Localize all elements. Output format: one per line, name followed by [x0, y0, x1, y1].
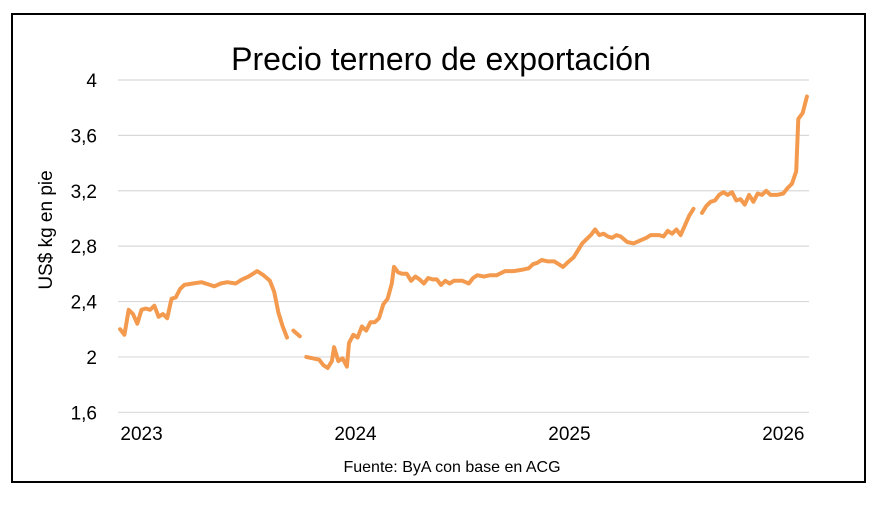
price-series: [118, 94, 809, 370]
y-tick-label: 1,6: [71, 403, 97, 424]
gridlines: [118, 79, 809, 413]
y-tick-label: 2,4: [71, 293, 98, 314]
y-axis-ticks: 1,6 2 2,4 2,8 3,2 3,6 4: [71, 71, 98, 424]
y-tick-label: 3,2: [71, 182, 97, 203]
y-axis-label: US$ kg en pie: [36, 170, 57, 289]
series-line-segment: [118, 269, 289, 340]
chart-title: Precio ternero de exportación: [231, 41, 651, 77]
x-tick-label: 2026: [762, 424, 804, 445]
x-tick-label: 2025: [548, 424, 590, 445]
y-tick-label: 2: [86, 348, 97, 369]
source-note: Fuente: ByA con base en ACG: [343, 459, 560, 476]
y-tick-label: 2,8: [71, 237, 97, 258]
x-tick-label: 2023: [120, 424, 162, 445]
series-line-segment: [291, 328, 302, 339]
x-tick-label: 2024: [334, 424, 377, 445]
series-line-segment: [304, 206, 696, 370]
y-tick-label: 3,6: [71, 126, 97, 147]
series-line-segment: [700, 94, 809, 215]
x-axis-ticks: 2023 2024 2025 2026: [120, 424, 804, 445]
chart-frame: [11, 13, 866, 483]
y-tick-label: 4: [86, 71, 97, 92]
